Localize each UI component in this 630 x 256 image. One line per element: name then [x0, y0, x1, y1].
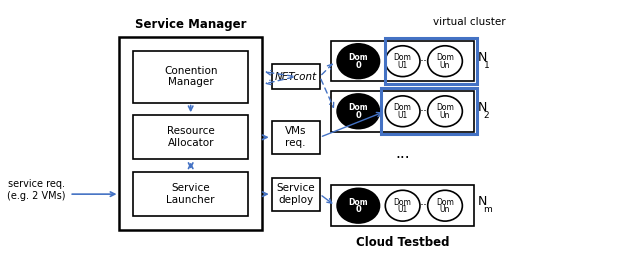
Text: Dom: Dom	[348, 53, 368, 62]
Text: 2: 2	[484, 111, 489, 120]
Text: Un: Un	[440, 60, 450, 70]
Bar	[133, 115, 248, 159]
Bar	[386, 38, 477, 84]
Text: Service
Launcher: Service Launcher	[166, 183, 215, 205]
Text: ··: ··	[420, 55, 428, 68]
Text: Service
deploy: Service deploy	[277, 183, 315, 205]
Text: N: N	[478, 195, 487, 208]
Text: Dom: Dom	[436, 53, 454, 62]
Text: 1: 1	[484, 60, 490, 70]
Text: U1: U1	[398, 60, 408, 70]
Bar	[272, 121, 320, 154]
Bar	[331, 41, 474, 81]
Text: ···: ···	[395, 151, 410, 166]
Text: 0: 0	[355, 111, 361, 120]
Text: 0: 0	[355, 60, 361, 70]
Text: Dom: Dom	[394, 53, 411, 62]
Bar	[272, 178, 320, 210]
Bar	[272, 64, 320, 89]
Text: N: N	[478, 101, 487, 114]
Text: Conention
Manager: Conention Manager	[164, 66, 217, 87]
Text: Dom: Dom	[348, 198, 368, 207]
Ellipse shape	[386, 96, 420, 127]
Text: U1: U1	[398, 205, 408, 214]
Text: service req.
(e.g. 2 VMs): service req. (e.g. 2 VMs)	[7, 179, 66, 201]
Bar	[331, 185, 474, 226]
Ellipse shape	[337, 188, 379, 223]
Text: N: N	[478, 51, 487, 64]
Text: U1: U1	[398, 111, 408, 120]
Text: Dom: Dom	[394, 198, 411, 207]
Ellipse shape	[428, 96, 462, 127]
Text: m: m	[484, 205, 492, 214]
Text: virtual cluster: virtual cluster	[433, 17, 505, 27]
Ellipse shape	[337, 44, 379, 79]
Text: NETcont: NETcont	[275, 72, 317, 82]
Bar	[381, 88, 477, 134]
Bar	[133, 172, 248, 216]
Ellipse shape	[386, 46, 420, 77]
Bar	[133, 51, 248, 103]
Ellipse shape	[337, 94, 379, 129]
Text: Service Manager: Service Manager	[135, 18, 246, 31]
Text: ··: ··	[420, 105, 428, 118]
Text: ··: ··	[420, 199, 428, 212]
Ellipse shape	[386, 190, 420, 221]
Bar	[120, 37, 262, 230]
Bar	[331, 91, 474, 132]
Ellipse shape	[428, 190, 462, 221]
Text: Dom: Dom	[436, 198, 454, 207]
Text: Un: Un	[440, 111, 450, 120]
Text: Dom: Dom	[348, 103, 368, 112]
Text: Resource
Allocator: Resource Allocator	[167, 126, 215, 148]
Text: Dom: Dom	[394, 103, 411, 112]
Text: Cloud Testbed: Cloud Testbed	[356, 236, 449, 249]
Text: Un: Un	[440, 205, 450, 214]
Text: 0: 0	[355, 205, 361, 214]
Text: Dom: Dom	[436, 103, 454, 112]
Ellipse shape	[428, 46, 462, 77]
Text: VMs
req.: VMs req.	[285, 126, 306, 148]
